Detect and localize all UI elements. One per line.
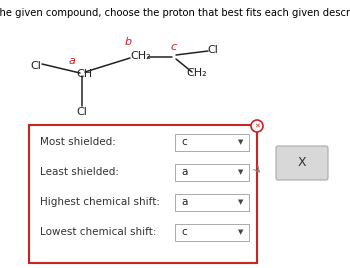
Text: a: a <box>69 56 76 66</box>
Text: c: c <box>181 227 187 237</box>
FancyBboxPatch shape <box>29 125 257 263</box>
Text: ▼: ▼ <box>238 169 243 175</box>
Text: ▼: ▼ <box>238 139 243 145</box>
Text: ▼: ▼ <box>238 229 243 235</box>
Text: X: X <box>298 157 306 169</box>
FancyBboxPatch shape <box>276 146 328 180</box>
Text: ▼: ▼ <box>238 199 243 205</box>
Text: Lowest chemical shift:: Lowest chemical shift: <box>40 227 156 237</box>
Text: a: a <box>181 167 187 177</box>
Text: Cl: Cl <box>30 61 41 71</box>
FancyBboxPatch shape <box>175 224 248 240</box>
Text: ✕: ✕ <box>254 123 260 129</box>
Text: Most shielded:: Most shielded: <box>40 137 116 147</box>
Text: CH₂: CH₂ <box>131 51 151 61</box>
Text: c: c <box>181 137 187 147</box>
FancyBboxPatch shape <box>175 133 248 151</box>
Text: Cl: Cl <box>77 107 88 117</box>
Text: CH₂: CH₂ <box>187 68 207 78</box>
Text: Highest chemical shift:: Highest chemical shift: <box>40 197 160 207</box>
Text: From the given compound, choose the proton that best fits each given description: From the given compound, choose the prot… <box>0 8 350 18</box>
Text: a: a <box>181 197 187 207</box>
FancyBboxPatch shape <box>175 193 248 210</box>
Text: CH: CH <box>76 69 92 79</box>
Text: b: b <box>125 37 132 47</box>
Circle shape <box>251 120 263 132</box>
FancyBboxPatch shape <box>175 163 248 181</box>
Text: Least shielded:: Least shielded: <box>40 167 119 177</box>
Text: c: c <box>171 42 177 52</box>
Text: Cl: Cl <box>208 45 218 55</box>
